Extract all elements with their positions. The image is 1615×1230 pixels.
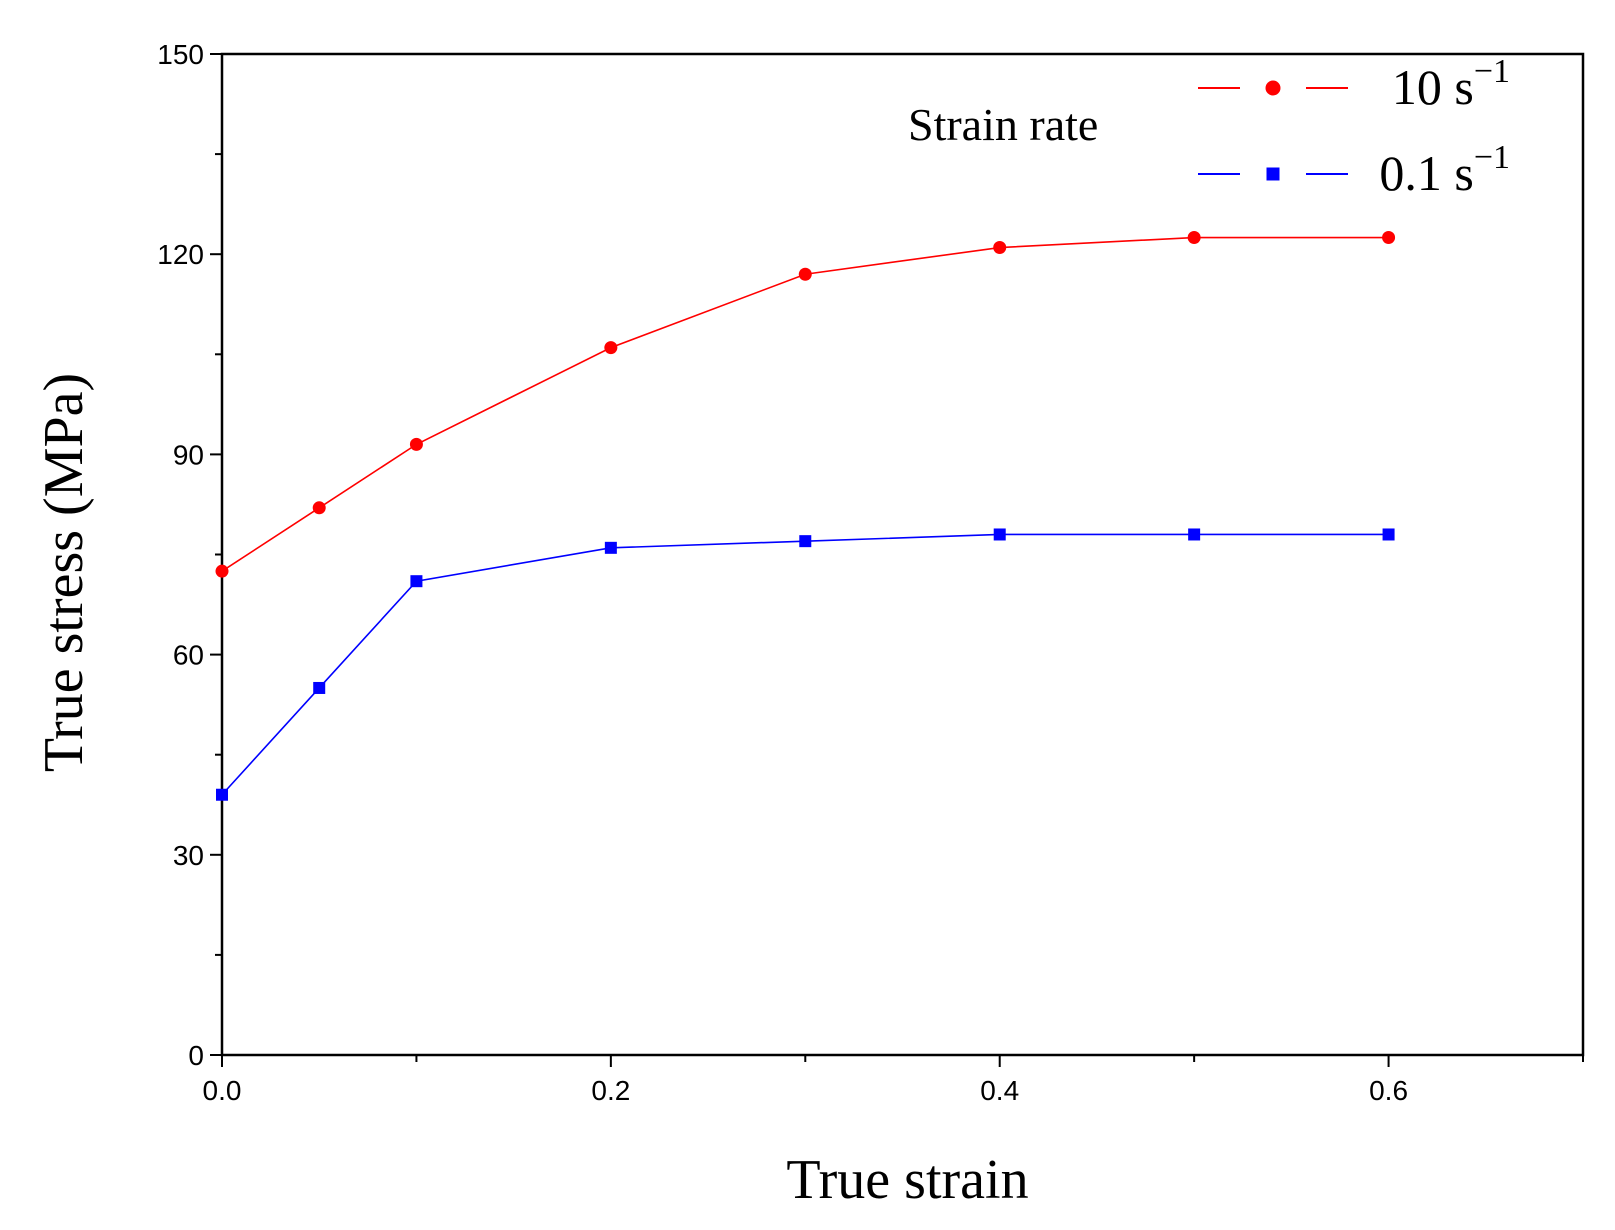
data-point — [1187, 231, 1201, 245]
data-point — [604, 341, 618, 355]
x-tick-label: 0.4 — [980, 1075, 1019, 1106]
y-axis-title: True stress (MPa) — [33, 373, 95, 772]
data-point — [799, 535, 812, 548]
axes: 0 30 60 90 120 150 0.0 0.2 0.4 0.6 — [157, 39, 1585, 1106]
x-axis-title: True strain — [786, 1149, 1028, 1211]
data-point — [410, 575, 423, 588]
series-line — [221, 533, 1389, 796]
y-tick-label: 150 — [157, 39, 204, 70]
data-point — [993, 241, 1007, 255]
x-tick-label: 0.6 — [1369, 1075, 1408, 1106]
data-point — [313, 681, 326, 694]
legend-title: Strain rate — [908, 99, 1098, 150]
y-tick-label: 0 — [188, 1040, 204, 1071]
data-point — [312, 501, 326, 515]
data-point — [1188, 528, 1201, 541]
data-point — [215, 564, 229, 578]
legend-marker — [1265, 80, 1281, 96]
y-tick-label: 30 — [173, 840, 204, 871]
y-tick-label: 90 — [173, 439, 204, 470]
legend-label: 10 s−1 — [1392, 53, 1510, 115]
series-1 — [216, 528, 1395, 801]
x-tick-label: 0.0 — [203, 1075, 242, 1106]
data-point — [216, 788, 228, 801]
data-point — [1382, 231, 1396, 245]
data-point — [798, 267, 812, 281]
series-layer — [215, 231, 1396, 801]
x-tick-label: 0.2 — [591, 1075, 630, 1106]
legend-item: 10 s−1 — [1198, 53, 1510, 115]
plot-frame — [220, 52, 1585, 1057]
data-point — [1382, 528, 1395, 541]
y-tick-label: 60 — [173, 640, 204, 671]
data-point — [993, 528, 1006, 541]
series-line — [221, 236, 1389, 572]
series-0 — [215, 231, 1396, 578]
data-point — [604, 541, 617, 554]
y-tick-label: 120 — [157, 239, 204, 270]
legend-item: 0.1 s−1 — [1198, 139, 1510, 201]
data-point — [409, 437, 423, 451]
legend-marker — [1266, 167, 1280, 181]
legend: Strain rate 10 s−1 0.1 s−1 — [908, 53, 1510, 201]
legend-label: 0.1 s−1 — [1379, 139, 1510, 201]
